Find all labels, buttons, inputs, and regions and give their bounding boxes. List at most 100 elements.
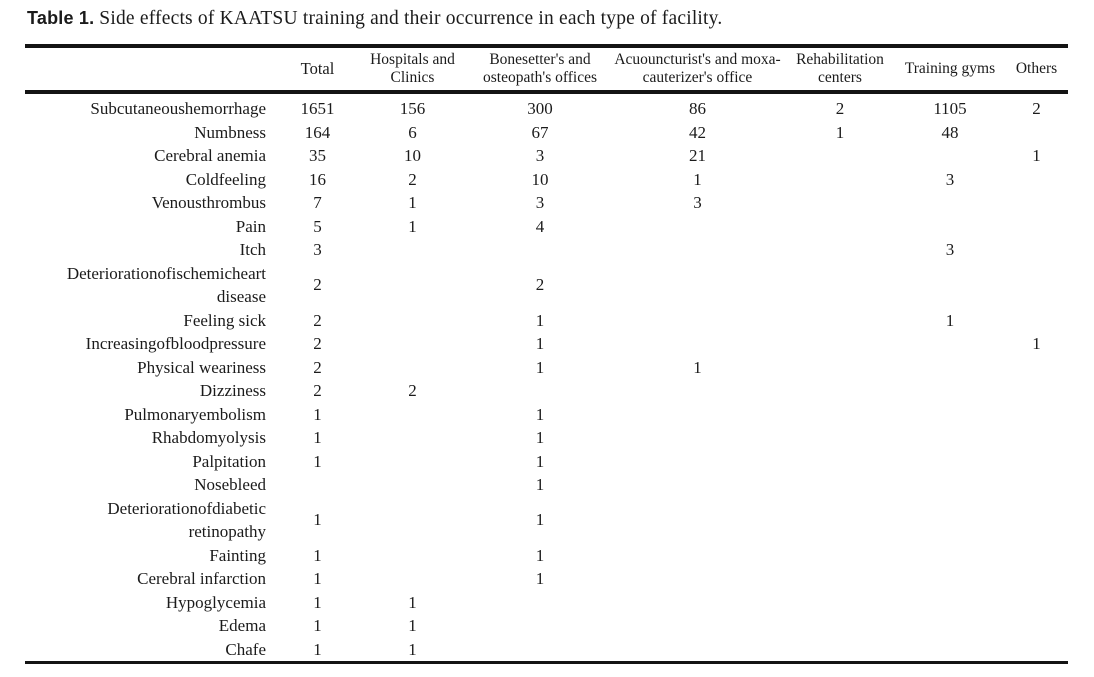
cell-value: 1 [313, 404, 322, 424]
cell-value [895, 638, 1005, 663]
cell-value: 67 [531, 122, 549, 142]
cell-value [785, 638, 895, 663]
cell-value: 300 [527, 99, 553, 118]
cell-value: 10 [531, 169, 549, 189]
cell-value [785, 191, 895, 215]
cell-value [470, 238, 610, 262]
cell-value [1005, 215, 1068, 239]
cell-value [1005, 450, 1068, 474]
cell-value [1005, 544, 1068, 568]
cell-value: 1 [693, 357, 702, 377]
table-body: Subcutaneoushemorrhage 1651 156 300 86 2 1105 2… [25, 92, 1068, 663]
cell-value: 3 [313, 240, 322, 259]
cell-value: 1105 [933, 99, 967, 118]
cell-value [610, 403, 785, 427]
cell-value: 164 [304, 122, 331, 142]
cell-value [610, 309, 785, 333]
cell-value: 1 [535, 451, 545, 471]
cell-value: 2 [313, 310, 322, 330]
row-label: Palpitation [192, 451, 266, 471]
row-label: Feeling sick [183, 310, 266, 330]
row-label: Deteriorationofdiabetic retinopathy [107, 498, 266, 542]
table-row: Nosebleed 1 [25, 473, 1068, 497]
cell-value [785, 144, 895, 168]
cell-value [1005, 168, 1068, 192]
cell-value: 3 [945, 240, 955, 259]
cell-value: 1 [408, 216, 417, 236]
table-row: Cerebral infarction 1 1 [25, 567, 1068, 591]
cell-value [895, 450, 1005, 474]
cell-value [895, 591, 1005, 615]
cell-value [610, 426, 785, 450]
cell-value [785, 591, 895, 615]
cell-value [785, 356, 895, 380]
cell-value: 48 [941, 122, 959, 142]
cell-value [785, 497, 895, 544]
cell-value [355, 403, 470, 427]
cell-value [355, 332, 470, 356]
row-label: Cerebral infarction [137, 569, 266, 588]
table-row: Itch 3 3 [25, 238, 1068, 262]
row-label: Cerebral anemia [154, 146, 266, 165]
cell-value [1005, 426, 1068, 450]
table-row: Subcutaneoushemorrhage 1651 156 300 86 2 1105 2 [25, 92, 1068, 121]
cell-value [895, 567, 1005, 591]
table-row: Deteriorationofischemicheart disease 2 2 [25, 262, 1068, 309]
cell-value: 1 [535, 334, 545, 353]
cell-value [1005, 191, 1068, 215]
row-label: Numbness [194, 122, 266, 142]
cell-value [610, 262, 785, 309]
cell-value: 1 [835, 122, 845, 142]
table-row: Deteriorationofdiabetic retinopathy 1 1 [25, 497, 1068, 544]
cell-value [610, 450, 785, 474]
cell-value [1005, 567, 1068, 591]
header-row: Total Hospitals and Clinics Bonesetter's a… [25, 46, 1068, 92]
column-header: Rehabilitation centers [796, 51, 884, 86]
cell-value [610, 215, 785, 239]
cell-value: 1 [535, 310, 545, 330]
cell-value: 2 [408, 169, 417, 189]
cell-value [895, 379, 1005, 403]
column-header: Acuouncturist's and moxa-cauterizer's of… [614, 51, 781, 86]
cell-value: 3 [693, 193, 702, 212]
table-row: Chafe 1 1 [25, 638, 1068, 663]
cell-value: 2 [1032, 99, 1041, 118]
cell-value [785, 403, 895, 427]
cell-value [785, 567, 895, 591]
cell-value [610, 332, 785, 356]
row-label: Fainting [209, 545, 266, 565]
cell-value [895, 544, 1005, 568]
cell-value: 1 [1032, 146, 1041, 165]
cell-value [785, 309, 895, 333]
column-header: Total [300, 59, 335, 78]
row-label: Increasingofbloodpressure [85, 334, 266, 353]
cell-value [785, 473, 895, 497]
table-row: Physical weariness 2 1 1 [25, 356, 1068, 380]
cell-value: 1 [313, 545, 322, 565]
cell-value [1005, 262, 1068, 309]
table-row: Increasingofbloodpressure 2 1 1 [25, 332, 1068, 356]
cell-value [610, 591, 785, 615]
cell-value: 2 [313, 381, 322, 400]
cell-value [280, 473, 355, 497]
table-row: Palpitation 1 1 [25, 450, 1068, 474]
table-row: Feeling sick 2 1 1 [25, 309, 1068, 333]
cell-value [610, 238, 785, 262]
cell-value [895, 332, 1005, 356]
table-caption: Table 1. Side effects of KAATSU training … [27, 8, 722, 30]
cell-value [610, 473, 785, 497]
cell-value: 1 [1032, 334, 1041, 353]
cell-value: 3 [535, 146, 545, 165]
cell-value [1005, 238, 1068, 262]
column-header: Hospitals and Clinics [370, 51, 455, 86]
cell-value: 5 [313, 216, 322, 236]
cell-value [1005, 473, 1068, 497]
row-label: Dizziness [199, 381, 266, 400]
table-row: Coldfeeling 16 2 10 1 3 [25, 168, 1068, 192]
cell-value: 7 [313, 193, 322, 212]
cell-value [1005, 638, 1068, 663]
table-caption-number: Table 1. [27, 8, 95, 28]
cell-value [785, 379, 895, 403]
cell-value: 2 [835, 99, 845, 118]
